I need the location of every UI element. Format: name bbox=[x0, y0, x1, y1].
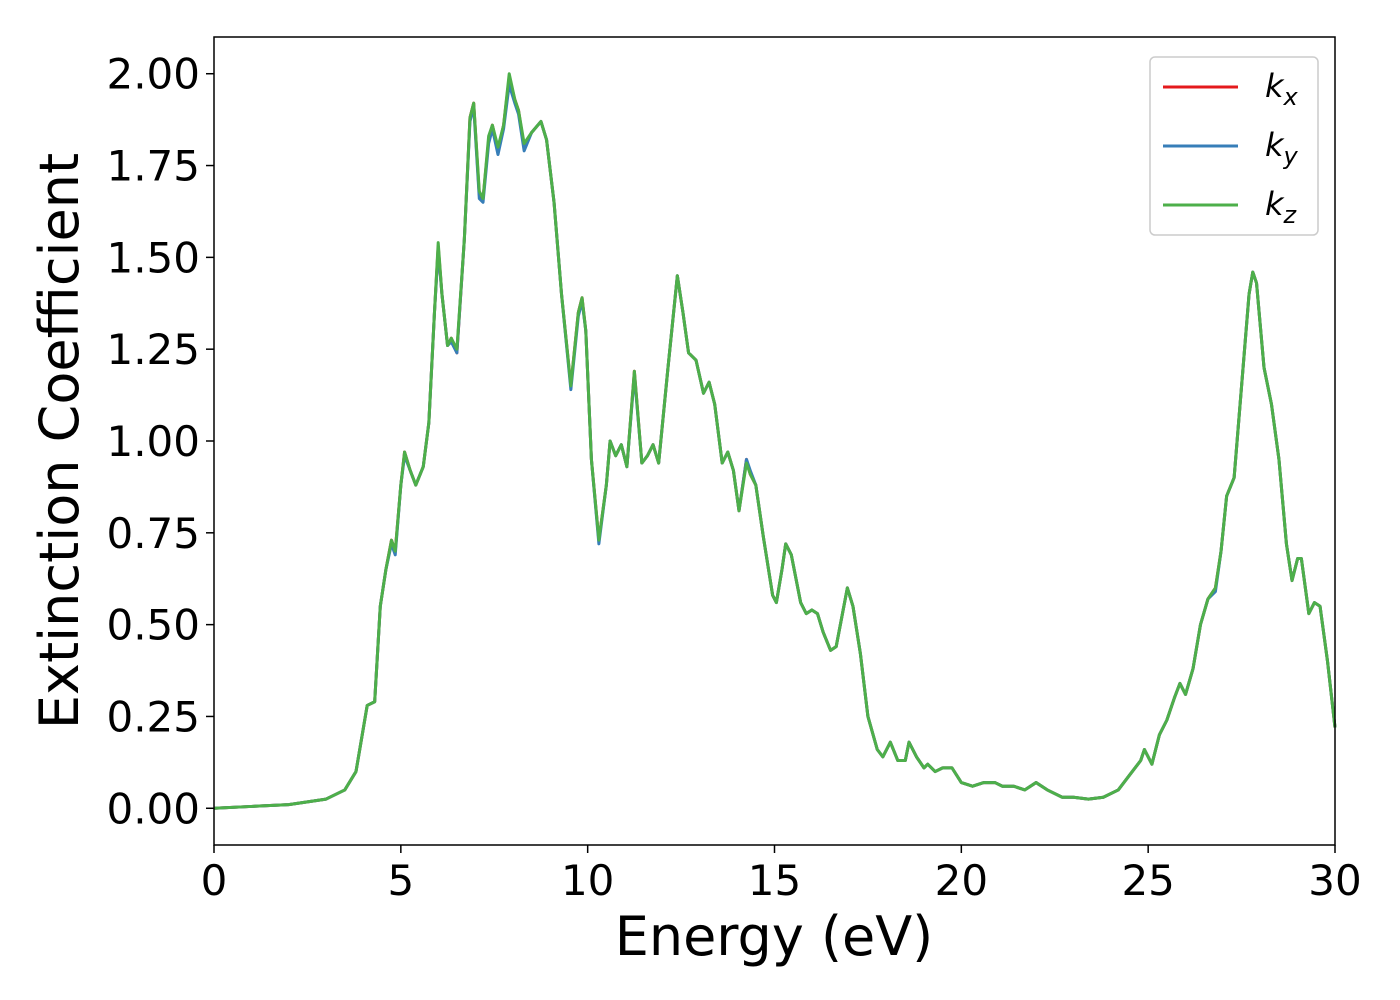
y-tick-label: 2.00 bbox=[106, 50, 200, 99]
x-tick-label: 25 bbox=[1121, 856, 1174, 905]
x-tick-label: 15 bbox=[748, 856, 801, 905]
legend-label: ky bbox=[1265, 126, 1299, 170]
x-tick-label: 10 bbox=[561, 856, 614, 905]
x-axis-label: Energy (eV) bbox=[615, 905, 934, 968]
x-tick-label: 0 bbox=[201, 856, 228, 905]
y-tick-label: 0.75 bbox=[106, 509, 200, 558]
x-tick-label: 5 bbox=[387, 856, 414, 905]
y-tick-label: 0.25 bbox=[106, 692, 200, 741]
y-tick-label: 0.50 bbox=[106, 601, 200, 650]
y-tick-label: 1.50 bbox=[106, 233, 200, 282]
y-tick-label: 1.75 bbox=[106, 142, 200, 191]
x-tick-label: 20 bbox=[935, 856, 988, 905]
legend-label: kx bbox=[1265, 67, 1299, 111]
y-axis-label: Extinction Coefficient bbox=[28, 153, 91, 729]
y-tick-label: 1.25 bbox=[106, 325, 200, 374]
legend-label: kz bbox=[1265, 185, 1298, 229]
x-tick-label: 30 bbox=[1308, 856, 1361, 905]
y-tick-label: 1.00 bbox=[106, 417, 200, 466]
y-tick-label: 0.00 bbox=[106, 784, 200, 833]
series-line bbox=[213, 72, 1337, 810]
plot-frame bbox=[213, 36, 1336, 846]
